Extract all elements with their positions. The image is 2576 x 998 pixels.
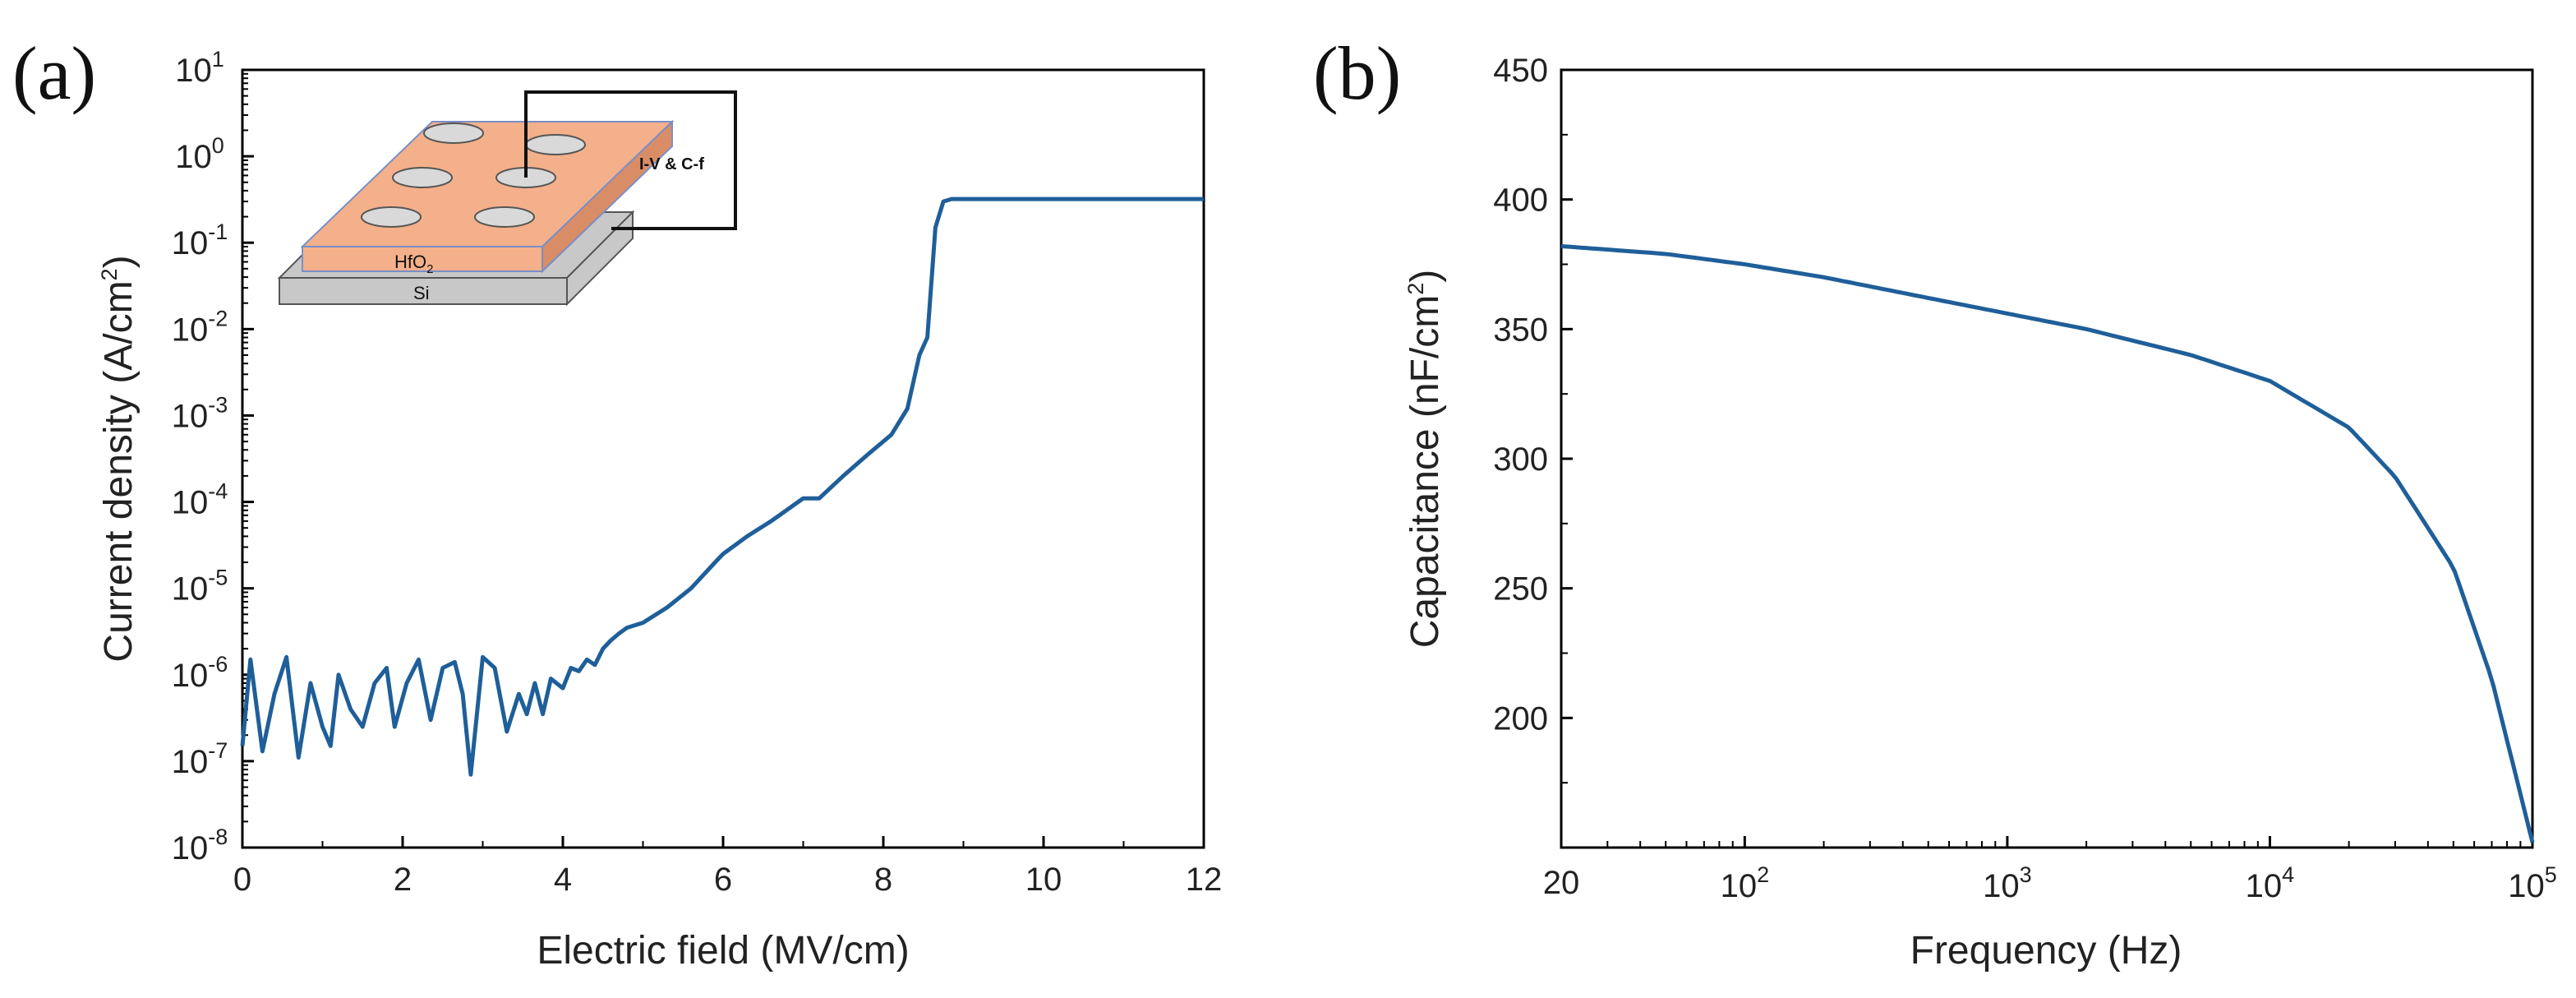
y-tick-label: 10-5	[172, 566, 228, 608]
plot-a-ylabel: Current density (A/cm2)	[97, 255, 141, 662]
y-tick-label: 100	[175, 133, 224, 175]
plot-b: 20 102 103 104 105 200 250 300 350 400 450	[1493, 53, 2557, 904]
y-tick-label: 300	[1493, 441, 1548, 478]
x-tick-label: 4	[554, 862, 572, 898]
hfo2-layer-side	[541, 119, 673, 274]
x-tick-label: 20	[1543, 865, 1580, 901]
plot-b-frame	[1560, 68, 2534, 849]
panel-a-label: (a)	[12, 31, 96, 115]
measurement-label: I-V & C-f	[639, 155, 704, 173]
x-tick-label: 102	[1721, 862, 1770, 904]
y-tick-label: 10-1	[172, 219, 228, 261]
x-tick-label: 8	[874, 862, 892, 898]
probe-wire	[524, 90, 737, 230]
plot-a-xlabel: Electric field (MV/cm)	[537, 929, 909, 973]
x-tick-label: 105	[2508, 862, 2557, 904]
y-tick-label: 10-7	[172, 738, 228, 780]
y-tick-label: 200	[1493, 700, 1548, 737]
y-tick-label: 450	[1493, 53, 1548, 89]
plot-a: 0 2 4 6 8 10 12 10-8 10-7 10-6 10-5 10-4 10-3 10-2 10…	[172, 47, 1223, 898]
y-tick-label: 10-2	[172, 306, 228, 348]
plot-a-series-line	[240, 196, 1204, 777]
x-tick-label: 2	[394, 862, 412, 898]
plot-b-ylabel: Capacitance (nF/cm2)	[1403, 270, 1447, 649]
y-tick-label: 101	[175, 47, 224, 89]
y-tick-label: 10-3	[172, 392, 228, 434]
hfo2-label: HfO2	[394, 252, 433, 276]
y-tick-label: 400	[1493, 183, 1548, 219]
y-tick-label: 350	[1493, 312, 1548, 348]
y-tick-label: 10-6	[172, 652, 228, 694]
top-electrode	[423, 122, 484, 144]
y-tick-label: 10-4	[172, 479, 228, 521]
x-tick-label: 103	[1983, 862, 2032, 904]
top-electrode	[474, 206, 535, 228]
panel-b-label: (b)	[1313, 31, 1401, 115]
si-substrate-side	[566, 210, 634, 307]
si-label: Si	[413, 283, 430, 303]
x-tick-label: 0	[233, 862, 251, 898]
top-electrode	[392, 167, 453, 188]
x-tick-label: 6	[714, 862, 732, 898]
plot-b-xlabel: Frequency (Hz)	[1910, 929, 2182, 973]
y-tick-label: 10-8	[172, 825, 228, 866]
x-tick-label: 104	[2246, 862, 2295, 904]
y-tick-label: 250	[1493, 571, 1548, 608]
x-tick-label: 10	[1025, 862, 1062, 898]
x-tick-label: 12	[1186, 862, 1223, 898]
plot-b-series-line	[1560, 243, 2535, 843]
device-schematic-inset: HfO2 Si I-V & C-f	[277, 90, 737, 307]
top-electrode	[361, 206, 422, 228]
top-electrode	[525, 134, 586, 155]
